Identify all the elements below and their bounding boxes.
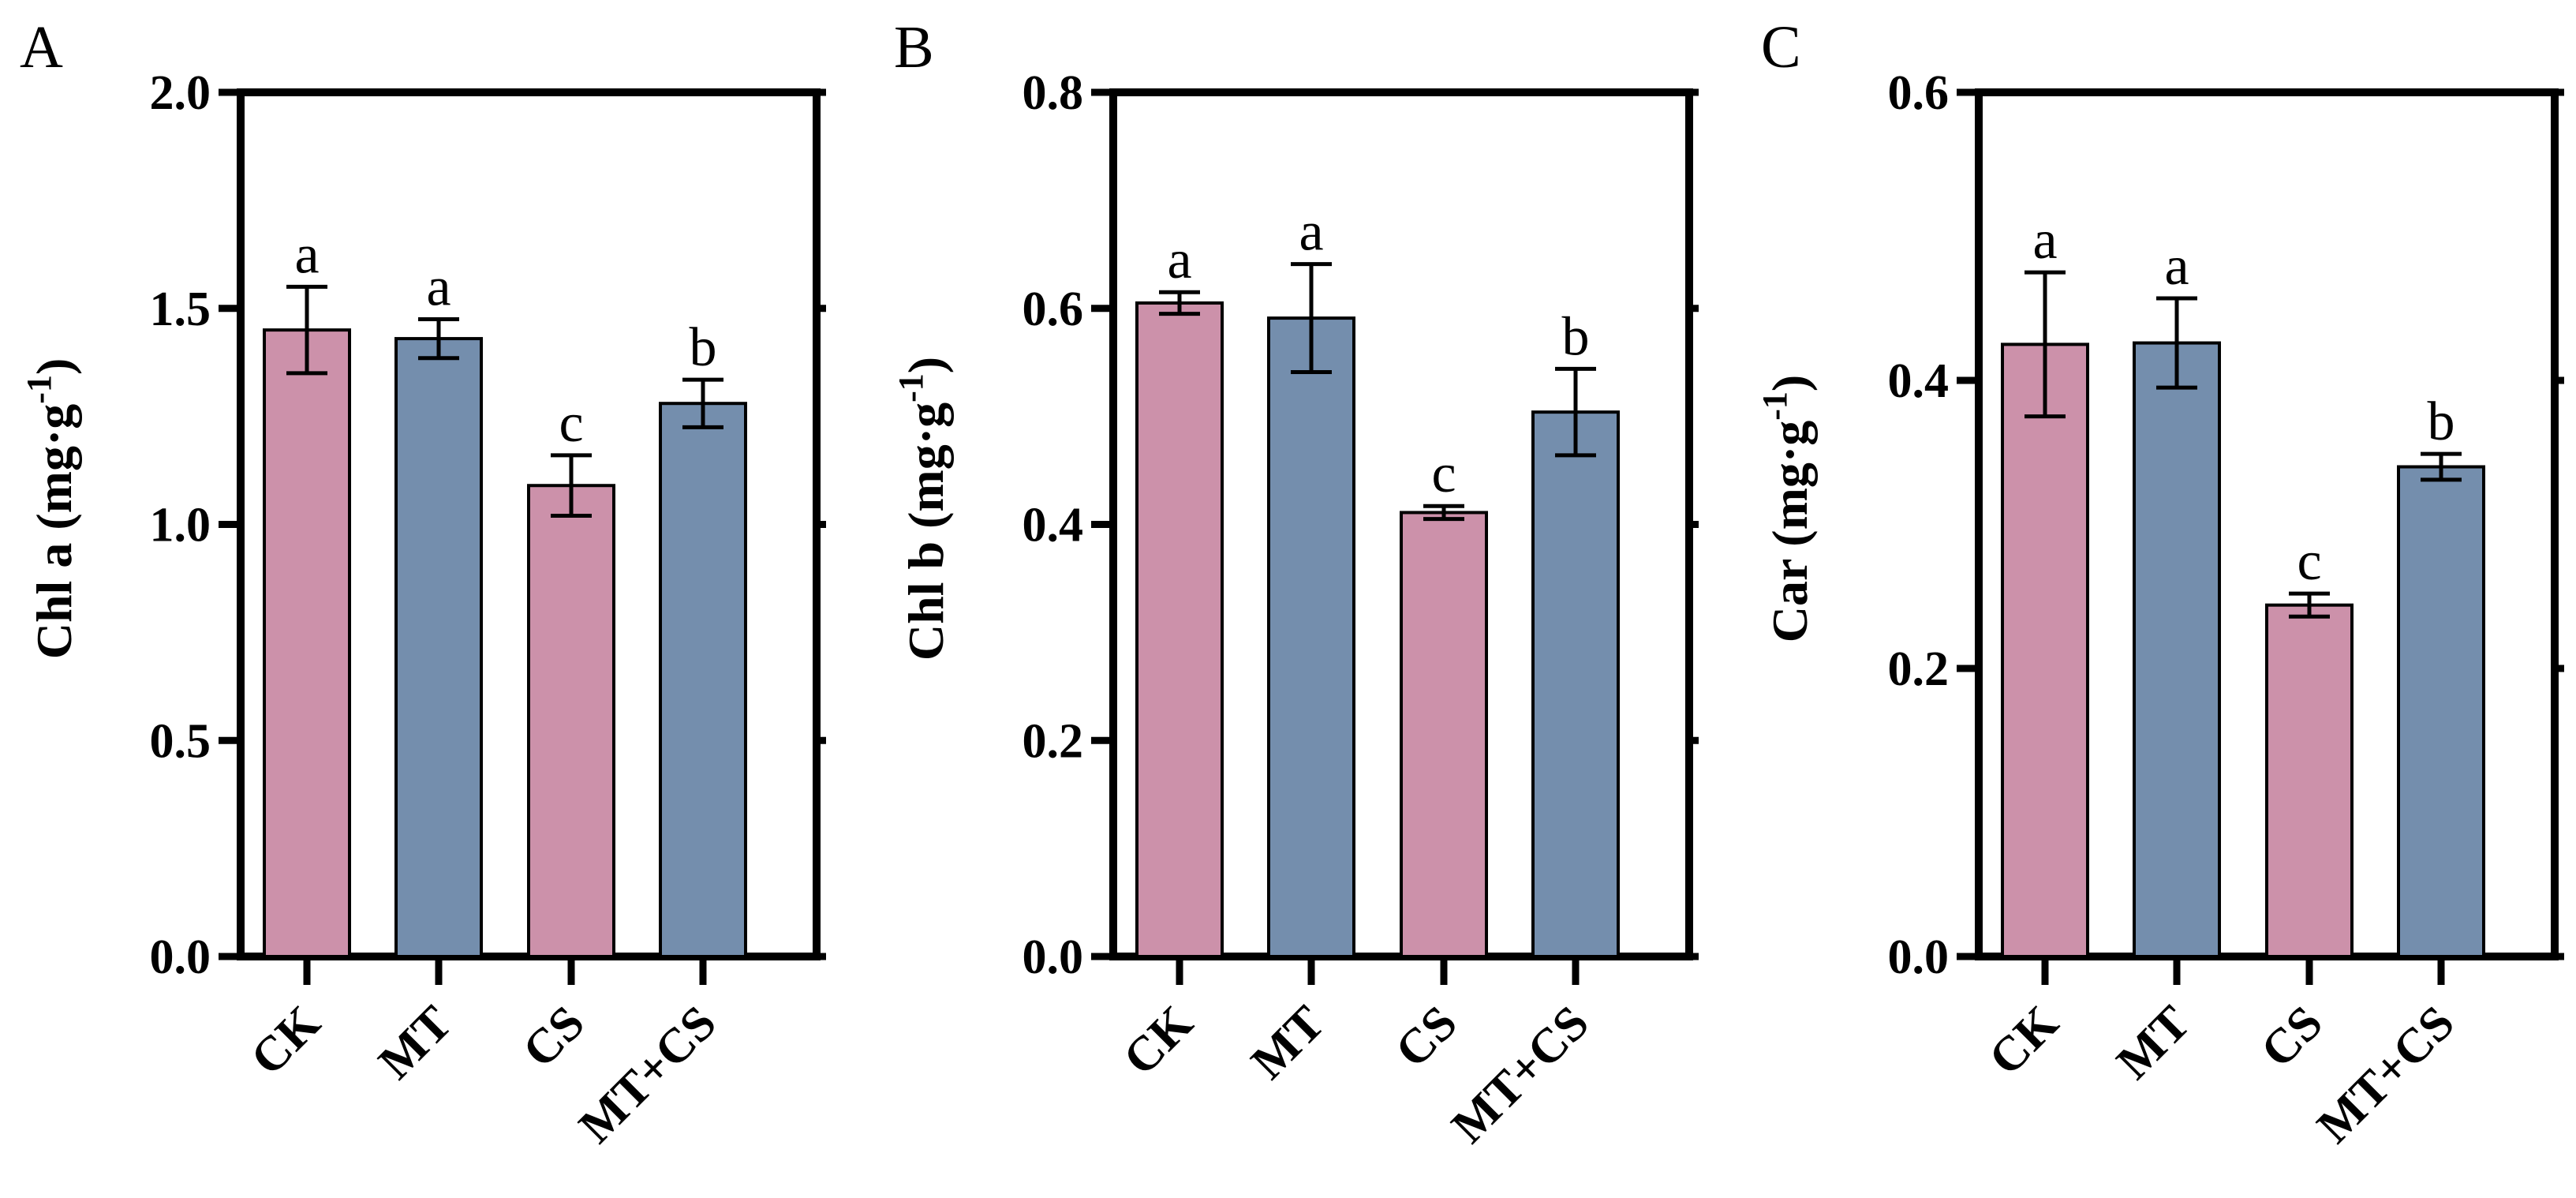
bar-mt-plus-cs bbox=[1531, 410, 1620, 958]
x-category-label: MT bbox=[368, 996, 462, 1090]
bar-ck bbox=[2001, 343, 2089, 958]
x-category-label: MT+CS bbox=[1441, 996, 1599, 1154]
y-axis-title-main: Chl a (mg·g bbox=[26, 404, 82, 660]
y-axis-title-main: Car (mg·g bbox=[1762, 421, 1818, 642]
significance-letter: c bbox=[559, 393, 583, 454]
significance-letter: a bbox=[426, 256, 451, 317]
y-axis-title-main: Chl b (mg·g bbox=[898, 402, 954, 661]
y-tick-label: 1.0 bbox=[150, 499, 211, 552]
y-tick-label: 2.0 bbox=[150, 66, 211, 120]
y-tick-label: 0.2 bbox=[1888, 642, 1950, 696]
y-axis-title: Car (mg·g-1) bbox=[1755, 375, 1818, 642]
x-category-label: CK bbox=[241, 996, 331, 1086]
bar-mt bbox=[394, 337, 483, 958]
significance-letter: a bbox=[1167, 230, 1191, 290]
bar-cs bbox=[2265, 603, 2354, 958]
panel-c: C 0.0 0.2 0.4 0.6 Car (mg·g-1) a CK a MT c CS b MT+CS bbox=[1755, 14, 2564, 1154]
y-tick-label: 0.0 bbox=[1023, 930, 1084, 984]
y-axis-title-close: ) bbox=[898, 357, 954, 373]
y-axis-title-superscript: -1 bbox=[892, 373, 930, 402]
significance-letter: a bbox=[294, 224, 319, 285]
panel-letter: B bbox=[894, 14, 934, 80]
panel-a: A 0.0 0.5 1.0 1.5 2.0 Chl a (mg·g-1) a CK a MT c CS b… bbox=[20, 14, 826, 1154]
x-category-label: MT+CS bbox=[569, 996, 727, 1154]
y-tick-label: 0.0 bbox=[1888, 930, 1950, 984]
x-category-label: MT+CS bbox=[2307, 996, 2465, 1154]
bar-ck bbox=[1135, 301, 1224, 958]
y-tick-label: 0.5 bbox=[150, 714, 211, 768]
y-axis-title-close: ) bbox=[1762, 375, 1818, 391]
y-tick-label: 0.0 bbox=[150, 930, 211, 984]
significance-letter: b bbox=[690, 317, 717, 378]
x-category-label: CK bbox=[1113, 996, 1203, 1086]
panel-letter: A bbox=[20, 14, 63, 80]
y-tick-label: 0.6 bbox=[1888, 66, 1950, 120]
y-tick-label: 0.6 bbox=[1023, 283, 1084, 336]
significance-letter: c bbox=[1431, 444, 1456, 504]
significance-letter: a bbox=[1299, 202, 1323, 263]
y-tick-label: 0.4 bbox=[1023, 499, 1084, 552]
bar-cs bbox=[527, 484, 615, 958]
significance-letter: a bbox=[2032, 210, 2057, 271]
bar-ck bbox=[263, 328, 351, 958]
bar-mt-plus-cs bbox=[2397, 465, 2485, 958]
significance-letter: b bbox=[2428, 391, 2455, 452]
y-tick-label: 0.4 bbox=[1888, 354, 1950, 408]
y-axis-title-superscript: -1 bbox=[20, 375, 58, 404]
y-tick-label: 0.2 bbox=[1023, 714, 1084, 768]
x-category-label: CS bbox=[1385, 996, 1467, 1078]
y-axis-title-close: ) bbox=[26, 358, 82, 375]
x-category-label: CS bbox=[2251, 996, 2333, 1078]
bar-cs bbox=[1400, 511, 1488, 958]
bar-mt bbox=[1267, 316, 1355, 959]
x-category-label: CS bbox=[513, 996, 595, 1078]
significance-letter: a bbox=[2164, 236, 2189, 297]
y-axis-title: Chl b (mg·g-1) bbox=[892, 357, 954, 661]
significance-letter: b bbox=[1562, 306, 1590, 367]
panel-b: B 0.0 0.2 0.4 0.6 0.8 Chl b (mg·g-1) a CK a MT c CS b… bbox=[892, 14, 1699, 1154]
y-axis-title: Chl a (mg·g-1) bbox=[20, 358, 82, 660]
bar-mt bbox=[2133, 341, 2221, 958]
y-axis-title-superscript: -1 bbox=[1755, 391, 1794, 421]
bar-mt-plus-cs bbox=[659, 402, 747, 958]
panel-letter: C bbox=[1761, 14, 1801, 80]
significance-letter: c bbox=[2297, 531, 2321, 592]
y-tick-label: 0.8 bbox=[1023, 66, 1084, 120]
y-tick-label: 1.5 bbox=[150, 283, 211, 336]
x-category-label: MT bbox=[1241, 996, 1335, 1090]
x-category-label: CK bbox=[1979, 996, 2069, 1086]
x-category-label: MT bbox=[2107, 996, 2200, 1090]
